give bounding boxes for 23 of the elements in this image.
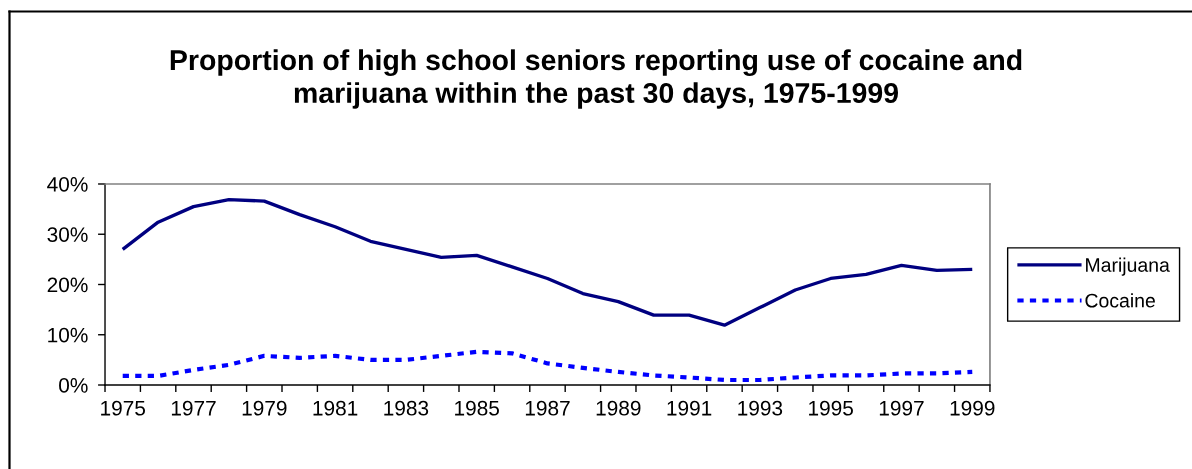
x-tick-label: 1999: [950, 400, 995, 416]
x-tick-label: 1975: [101, 400, 146, 416]
legend-label: Cocaine: [1085, 293, 1155, 308]
x-tick-label: 1979: [242, 400, 287, 416]
x-tick-label: 1987: [525, 400, 570, 416]
line-series: [120, 349, 975, 383]
x-tick-label: 1995: [809, 400, 853, 416]
y-tick-label: 40%: [47, 176, 88, 192]
x-tick-label: 1993: [738, 400, 783, 416]
y-tick-label: 30%: [47, 227, 88, 242]
y-tick-label: 0%: [59, 378, 88, 393]
y-tick-label: 10%: [48, 327, 88, 343]
x-tick-label: 1977: [171, 400, 216, 416]
x-tick-label: 1985: [455, 400, 499, 416]
x-tick-label: 1981: [313, 400, 358, 416]
x-tick-label: 1983: [384, 400, 429, 416]
x-tick-label: 1991: [667, 400, 712, 416]
line-series: [121, 197, 974, 327]
legend-label: Marijuana: [1086, 257, 1170, 276]
y-tick-label: 20%: [47, 277, 88, 293]
x-tick-label: 1997: [879, 400, 924, 416]
x-tick-label: 1989: [596, 400, 641, 416]
chart-title: Proportion of high school seniors reporting use of cocaine and marijuana within the past 30 days, 1975-1999: [170, 49, 1022, 109]
